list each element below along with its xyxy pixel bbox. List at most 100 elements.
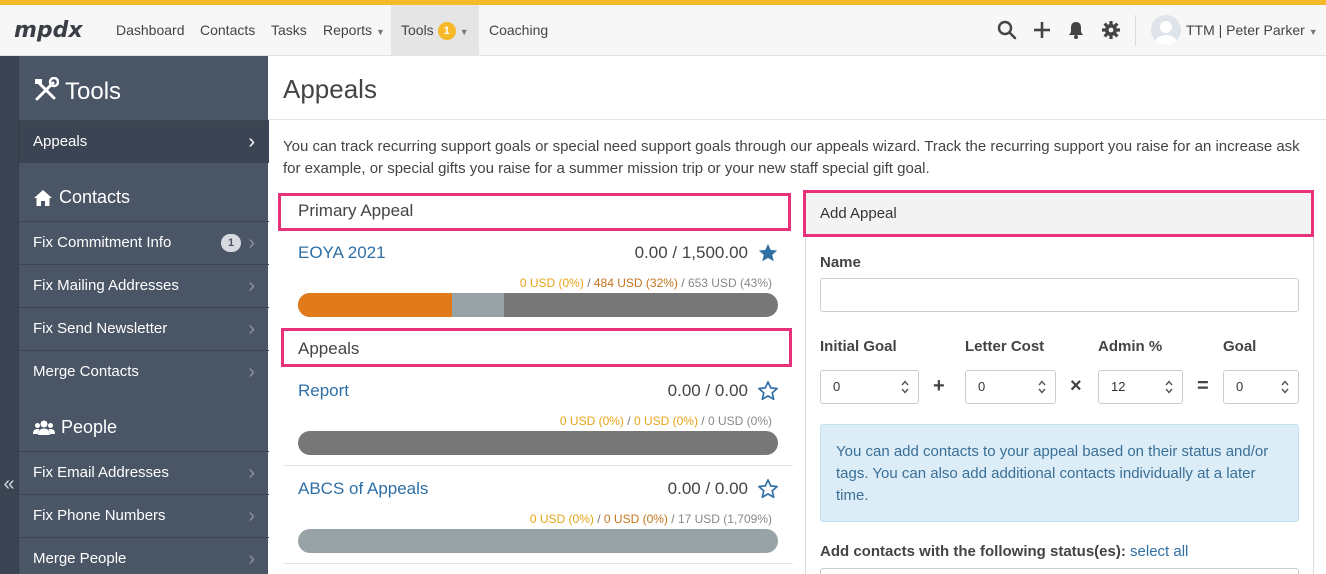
add-appeal-header-highlight [803,190,1314,237]
nav-contacts[interactable]: Contacts [200,22,256,38]
nav-tasks[interactable]: Tasks [271,22,307,38]
chevron-right-icon: › [248,361,255,383]
sidebar-item-label: Fix Phone Numbers [33,507,166,524]
appeal-progress-bar [298,529,778,553]
star-outline-icon[interactable] [757,478,779,500]
appeal-amount: 0.00 / 0.00 [667,381,748,400]
stepper-arrows-icon[interactable] [1164,379,1174,395]
sidebar-item-label: Fix Send Newsletter [33,320,168,337]
admin-percent-input[interactable]: 12 [1098,370,1183,404]
letter-cost-value: 0 [978,379,986,394]
separator: / [701,414,705,428]
appeal-progress-summary: 0 USD (0%) / 484 USD (32%) / 653 USD (43… [440,276,772,290]
gear-icon[interactable] [1101,20,1121,40]
sidebar-item-label: Fix Mailing Addresses [33,277,179,294]
pledged-amount: 0 USD (0%) [529,512,594,526]
nav-reports[interactable]: Reports ▼ [313,5,395,56]
status-select[interactable] [820,568,1299,574]
sidebar-title: Tools [33,76,122,107]
page-title: Appeals [283,74,377,104]
appeal-progress-summary: 0 USD (0%) / 0 USD (0%) / 0 USD (0%) [440,414,772,428]
sidebar-collapse-rail[interactable]: « [0,56,18,574]
user-name: TTM | Peter Parker [1186,22,1305,38]
appeal-name-input[interactable] [820,278,1299,312]
admin-percent-value: 12 [1111,379,1126,394]
star-outline-icon[interactable] [757,380,779,402]
select-all-link[interactable]: select all [1130,543,1189,560]
plus-operator: + [933,375,945,397]
sidebar-item-merge-contacts[interactable]: Merge Contacts › [19,350,269,393]
add-appeal-panel: Add Appeal Name Initial Goal Letter Cost… [805,192,1314,574]
home-icon [34,190,52,206]
sidebar: Tools Appeals › Contacts Fix Commitment I… [18,56,269,574]
add-appeal-heading: Add Appeal [820,205,897,222]
sidebar-item-label: Merge People [33,550,127,567]
status-filter-label: Add contacts with the following status(e… [820,543,1188,560]
appeals-list-header [281,328,792,367]
appeal-link-abcs-of-appeals[interactable]: ABCS of Appeals [298,479,429,498]
nav-dashboard[interactable]: Dashboard [116,22,185,38]
sidebar-item-label: Merge Contacts [33,363,139,380]
sidebar-item-fix-send-newsletter[interactable]: Fix Send Newsletter › [19,307,269,350]
letter-cost-label: Letter Cost [965,338,1045,355]
times-operator: × [1070,375,1082,397]
user-menu[interactable]: TTM | Peter Parker ▼ [1186,5,1318,56]
chevron-right-icon: › [248,232,255,254]
avatar[interactable] [1151,15,1181,45]
star-filled-icon[interactable] [757,242,779,264]
chevron-down-icon: ▼ [459,27,469,37]
sidebar-item-fix-mailing-addresses[interactable]: Fix Mailing Addresses › [19,264,269,307]
search-icon[interactable] [997,20,1017,40]
progress-given-segment [451,293,505,317]
nav-divider [1135,15,1136,46]
appeal-link-eoya-2021[interactable]: EOYA 2021 [298,243,386,262]
sidebar-item-fix-commitment-info[interactable]: Fix Commitment Info 1 › [19,221,269,264]
equals-operator: = [1197,375,1209,397]
sidebar-section-people: People [33,414,117,440]
goal-input[interactable]: 0 [1223,370,1299,404]
name-label: Name [820,254,861,271]
sidebar-item-label: Appeals [33,133,88,150]
stepper-arrows-icon[interactable] [900,379,910,395]
chevron-right-icon: › [248,318,255,340]
appeal-link-report[interactable]: Report [298,381,350,400]
admin-percent-label: Admin % [1098,338,1163,355]
chevron-right-icon: › [248,505,255,527]
letter-cost-input[interactable]: 0 [965,370,1056,404]
bell-icon[interactable] [1066,20,1086,40]
primary-appeal-header [278,193,791,231]
sidebar-title-label: Tools [65,78,122,105]
separator: / [597,512,601,526]
svg-text:mpdx: mpdx [14,18,83,43]
nav-reports-label: Reports [323,22,373,38]
nav-tools[interactable]: Tools 1 ▼ [391,5,479,56]
received-amount: 0 USD (0%) [603,512,668,526]
sidebar-item-fix-phone-numbers[interactable]: Fix Phone Numbers › [19,494,269,537]
sidebar-item-fix-email-addresses[interactable]: Fix Email Addresses › [19,451,269,494]
received-amount: 0 USD (0%) [633,414,698,428]
separator: / [681,276,685,290]
nav-tools-label: Tools [401,22,434,38]
intro-text: You can track recurring support goals or… [283,138,1300,177]
tools-count-badge: 1 [437,22,456,40]
pledged-amount: 0 USD (0%) [519,276,584,290]
progress-received-segment [298,293,452,317]
nav-coaching[interactable]: Coaching [489,22,549,38]
mpdx-logo[interactable]: mpdx [14,14,94,46]
count-badge: 1 [221,234,241,252]
appeal-progress-summary: 0 USD (0%) / 0 USD (0%) / 17 USD (1,709%… [440,512,772,526]
sidebar-item-merge-people[interactable]: Merge People › [19,537,269,574]
received-amount: 484 USD (32%) [593,276,678,290]
initial-goal-input[interactable]: 0 [820,370,919,404]
stepper-arrows-icon[interactable] [1280,379,1290,395]
collapse-sidebar-icon[interactable]: « [3,473,15,495]
sidebar-item-appeals[interactable]: Appeals › [19,120,269,163]
plus-icon[interactable] [1032,20,1052,40]
appeal-progress-bar [298,431,778,455]
people-icon [33,420,55,435]
primary-appeal-heading: Primary Appeal [298,201,414,220]
add-appeal-header: Add Appeal [806,193,1313,236]
sidebar-section-label: Contacts [59,187,131,207]
stepper-arrows-icon[interactable] [1037,379,1047,395]
goal-value: 0 [1236,379,1244,394]
